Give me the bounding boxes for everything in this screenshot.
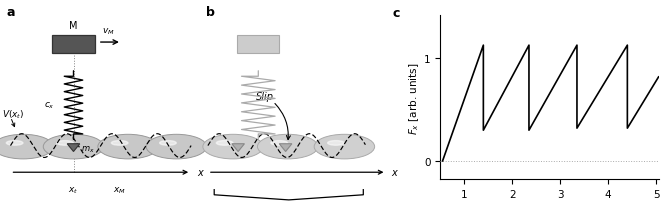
Ellipse shape [160,141,176,145]
Polygon shape [67,144,80,152]
Ellipse shape [328,141,344,145]
Ellipse shape [216,141,233,145]
Text: c: c [392,7,399,19]
Text: $x$: $x$ [196,167,205,177]
Y-axis label: $F_x$ [arb. units]: $F_x$ [arb. units] [407,62,421,134]
Text: $x_M$: $x_M$ [114,185,126,195]
Text: M: M [69,21,78,31]
Text: $x_t$: $x_t$ [69,185,79,195]
Text: $c_x$: $c_x$ [44,100,54,111]
Text: b: b [206,6,214,19]
Text: $v_M$: $v_M$ [102,27,115,37]
Ellipse shape [146,135,207,159]
Bar [52,36,95,54]
Text: Slip: Slip [255,92,274,102]
Text: $x$: $x$ [390,167,398,177]
Ellipse shape [56,141,73,145]
Text: $V(x_t)$: $V(x_t)$ [2,108,25,120]
Ellipse shape [314,135,375,159]
Ellipse shape [271,141,288,145]
Ellipse shape [6,141,23,145]
Polygon shape [232,144,245,152]
Ellipse shape [203,135,263,159]
Ellipse shape [257,135,318,159]
Ellipse shape [98,135,159,159]
Ellipse shape [43,135,103,159]
Text: $m_x$: $m_x$ [81,144,95,154]
Polygon shape [280,144,292,152]
Bar [237,36,280,54]
Text: a: a [6,6,15,19]
Ellipse shape [112,141,128,145]
Ellipse shape [0,135,53,159]
